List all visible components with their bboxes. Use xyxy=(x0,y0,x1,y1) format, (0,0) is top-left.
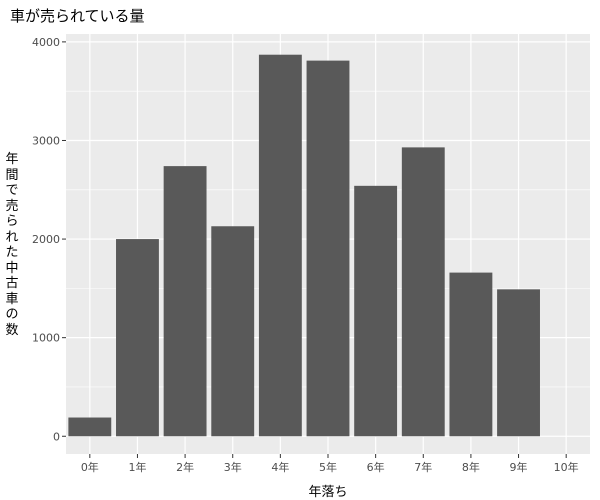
y-tick-label: 1000 xyxy=(32,332,60,345)
x-tick-label: 3年 xyxy=(224,460,242,474)
x-tick-label: 5年 xyxy=(319,460,337,474)
bar xyxy=(116,239,159,437)
bar xyxy=(211,226,255,437)
y-tick-label: 3000 xyxy=(32,134,60,147)
bar xyxy=(401,147,445,437)
x-axis-label: 年落ち xyxy=(308,485,348,500)
bar xyxy=(258,54,302,437)
x-tick-label: 1年 xyxy=(128,460,146,474)
y-tick-label: 4000 xyxy=(32,36,60,49)
bar xyxy=(306,60,350,437)
x-tick-label: 7年 xyxy=(414,460,432,474)
bar xyxy=(354,185,398,437)
x-tick-label: 10年 xyxy=(554,460,579,474)
y-axis-label: 年間で売られた中古車の数 xyxy=(5,152,19,338)
x-tick-label: 6年 xyxy=(367,460,385,474)
x-axis: 0年 1年 2年 3年 4年 5年 6年 7年 8年 9年 10年 xyxy=(81,454,579,474)
bar xyxy=(497,289,540,437)
bar xyxy=(163,166,207,437)
x-tick-label: 9年 xyxy=(510,460,528,474)
x-tick-label: 4年 xyxy=(271,460,289,474)
x-tick-label: 8年 xyxy=(462,460,480,474)
y-tick-label: 0 xyxy=(53,430,60,443)
y-axis: 0 1000 2000 3000 4000 xyxy=(32,36,66,443)
chart-title: 車が売られている量 xyxy=(10,7,145,25)
x-tick-label: 0年 xyxy=(81,460,99,474)
x-tick-label: 2年 xyxy=(176,460,194,474)
bar xyxy=(449,272,493,437)
bar xyxy=(68,417,112,437)
bars xyxy=(68,54,540,437)
y-tick-label: 2000 xyxy=(32,233,60,246)
